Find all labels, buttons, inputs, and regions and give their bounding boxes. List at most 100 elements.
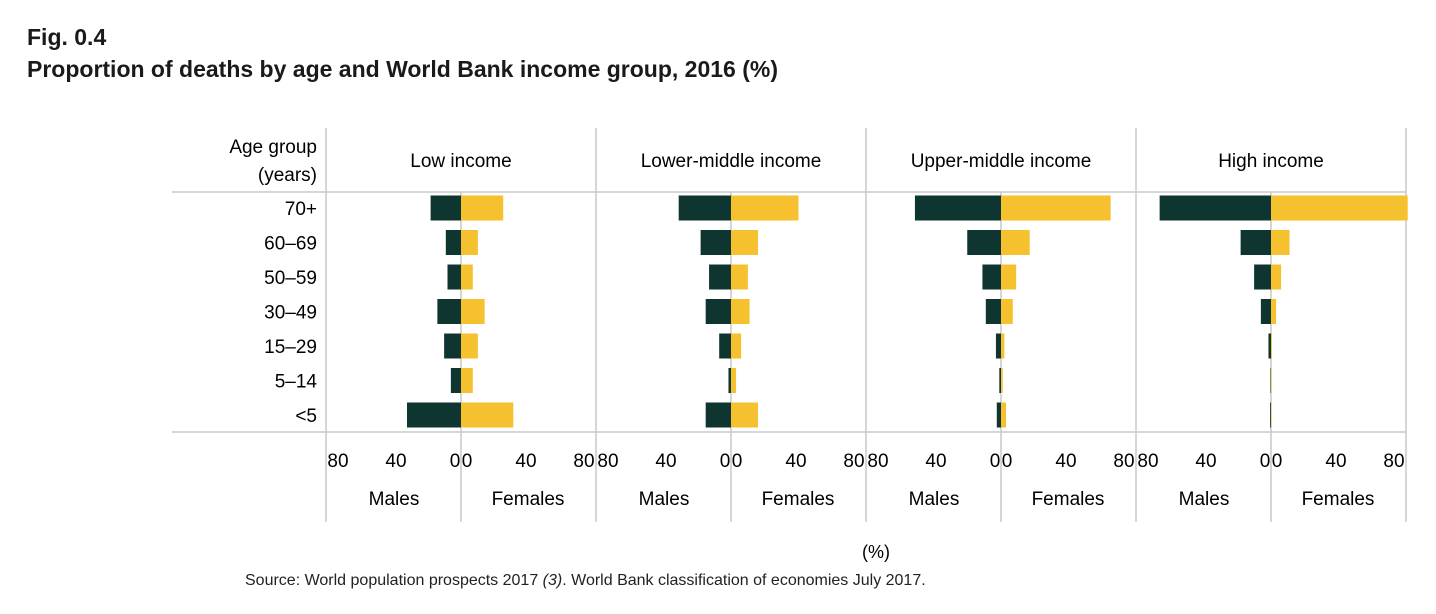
x-tick-label: 40 (1325, 451, 1346, 472)
figure-label: Fig. 0.4 (27, 24, 107, 50)
panel-title: Lower-middle income (641, 151, 822, 172)
source-suffix: . World Bank classification of economies… (562, 572, 926, 589)
male-bar (700, 230, 731, 255)
male-bar (999, 368, 1001, 393)
female-bar (461, 195, 504, 221)
source-ref: (3) (542, 572, 563, 589)
female-bar (731, 264, 748, 290)
male-bar (678, 195, 731, 221)
males-side-label: Males (909, 489, 960, 510)
male-bar (967, 230, 1001, 255)
male-bar (705, 299, 731, 324)
male-bar (719, 333, 731, 359)
x-tick-label: 80 (867, 451, 888, 472)
male-bar (914, 195, 1001, 221)
females-side-label: Females (1032, 489, 1105, 510)
male-bar (444, 333, 461, 359)
female-bar (461, 333, 478, 359)
female-bar (461, 402, 514, 428)
female-bar (1001, 230, 1030, 255)
x-tick-label: 0 (1260, 451, 1271, 472)
age-category-label: 15–29 (264, 337, 317, 358)
x-tick-label: 80 (327, 451, 348, 472)
female-bar (461, 230, 478, 255)
x-tick-label: 40 (925, 451, 946, 472)
male-bar (437, 299, 461, 324)
male-bar (1260, 299, 1271, 324)
males-side-label: Males (1179, 489, 1230, 510)
figure-title: Proportion of deaths by age and World Ba… (27, 56, 779, 82)
female-bar (461, 368, 473, 393)
female-bar (731, 230, 758, 255)
male-bar (445, 230, 461, 255)
female-bar (1001, 368, 1003, 393)
female-bar (1001, 264, 1017, 290)
females-side-label: Females (492, 489, 565, 510)
male-bar (1268, 333, 1271, 359)
x-tick-label: 80 (1383, 451, 1404, 472)
males-side-label: Males (369, 489, 420, 510)
source-prefix: Source: World population prospects 2017 (245, 572, 539, 589)
age-category-label: 30–49 (264, 303, 317, 324)
x-tick-label: 40 (1055, 451, 1076, 472)
row-header-line2: (years) (258, 165, 317, 186)
female-bar (1001, 195, 1111, 221)
panel-title: High income (1218, 151, 1324, 172)
x-tick-label: 80 (597, 451, 618, 472)
male-bar (982, 264, 1001, 290)
age-category-label: 60–69 (264, 234, 317, 255)
x-tick-label: 0 (990, 451, 1001, 472)
age-category-labels: 70+ 60–69 50–59 30–49 15–29 5–14 <5 (264, 199, 317, 427)
male-bar (728, 368, 731, 393)
female-bar (1271, 195, 1408, 221)
x-tick-label: 0 (720, 451, 731, 472)
male-bar (995, 333, 1001, 359)
female-bar (1271, 402, 1272, 428)
male-bar (1270, 368, 1271, 393)
male-bar (709, 264, 731, 290)
females-side-label: Females (1302, 489, 1375, 510)
x-tick-label: 40 (655, 451, 676, 472)
female-bar (461, 299, 485, 324)
source-note: Source: World population prospects 2017 … (245, 572, 926, 590)
panel: Upper-middle income 80 40 0 0 40 80 Males Female… (867, 151, 1135, 522)
x-tick-label: 80 (1137, 451, 1158, 472)
x-tick-label: 40 (785, 451, 806, 472)
female-bar (1271, 299, 1277, 324)
x-tick-label: 0 (732, 451, 743, 472)
male-bar (1254, 264, 1271, 290)
male-bar (447, 264, 461, 290)
female-bar (1001, 333, 1005, 359)
panel-title: Low income (410, 151, 511, 172)
x-tick-label: 0 (462, 451, 473, 472)
x-axis-unit-label: (%) (862, 542, 890, 562)
female-bar (731, 368, 737, 393)
female-bar (731, 299, 750, 324)
row-header-line1: Age group (229, 137, 317, 158)
male-bar (1270, 402, 1271, 428)
male-bar (996, 402, 1001, 428)
x-tick-label: 40 (1195, 451, 1216, 472)
female-bar (1001, 402, 1007, 428)
female-bar (1271, 264, 1282, 290)
males-side-label: Males (639, 489, 690, 510)
x-tick-label: 80 (843, 451, 864, 472)
x-tick-label: 40 (515, 451, 536, 472)
male-bar (450, 368, 461, 393)
x-tick-label: 0 (450, 451, 461, 472)
male-bar (705, 402, 731, 428)
female-bar (731, 333, 742, 359)
females-side-label: Females (762, 489, 835, 510)
age-category-label: 70+ (285, 199, 317, 220)
x-tick-label: 0 (1272, 451, 1283, 472)
male-bar (1240, 230, 1271, 255)
x-tick-label: 80 (573, 451, 594, 472)
female-bar (731, 402, 758, 428)
grid-lines (172, 128, 1407, 522)
female-bar (1001, 299, 1013, 324)
panel: High income 80 40 0 0 40 80 Males Females (1137, 151, 1408, 522)
age-category-label: 50–59 (264, 268, 317, 289)
female-bar (461, 264, 473, 290)
